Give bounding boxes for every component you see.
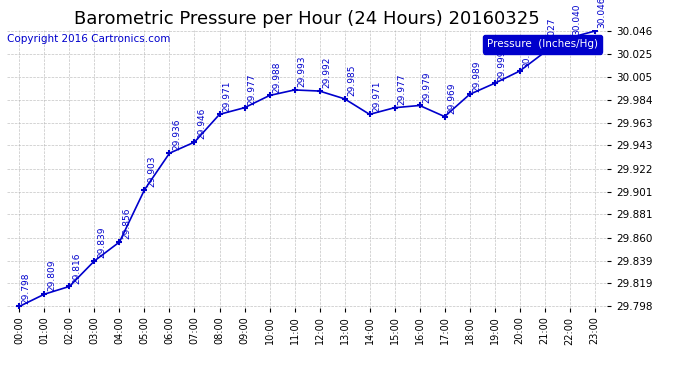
Text: 29.839: 29.839: [97, 226, 106, 258]
Text: 29.809: 29.809: [47, 260, 56, 291]
Text: Copyright 2016 Cartronics.com: Copyright 2016 Cartronics.com: [7, 34, 170, 44]
Text: 29.971: 29.971: [372, 80, 381, 112]
Text: 29.971: 29.971: [222, 80, 231, 112]
Text: 30.040: 30.040: [572, 3, 581, 35]
Text: 29.988: 29.988: [272, 61, 281, 93]
Text: 29.946: 29.946: [197, 108, 206, 140]
Text: 29.985: 29.985: [347, 64, 356, 96]
Text: 29.999: 29.999: [497, 49, 506, 81]
Text: 29.856: 29.856: [122, 208, 131, 239]
Text: 29.993: 29.993: [297, 56, 306, 87]
Text: 29.979: 29.979: [422, 71, 431, 103]
Text: 30.046: 30.046: [597, 0, 606, 28]
Text: 29.977: 29.977: [247, 74, 256, 105]
Text: 30.027: 30.027: [547, 18, 556, 50]
Text: 30.010: 30.010: [522, 37, 531, 68]
Text: 29.936: 29.936: [172, 119, 181, 150]
Text: 29.969: 29.969: [447, 82, 456, 114]
Legend: Pressure  (Inches/Hg): Pressure (Inches/Hg): [483, 35, 602, 54]
Text: 29.992: 29.992: [322, 57, 331, 88]
Text: 29.798: 29.798: [22, 272, 31, 304]
Text: 29.989: 29.989: [472, 60, 481, 92]
Text: 29.816: 29.816: [72, 252, 81, 284]
Text: 29.977: 29.977: [397, 74, 406, 105]
Text: 29.903: 29.903: [147, 156, 156, 187]
Title: Barometric Pressure per Hour (24 Hours) 20160325: Barometric Pressure per Hour (24 Hours) …: [75, 10, 540, 28]
